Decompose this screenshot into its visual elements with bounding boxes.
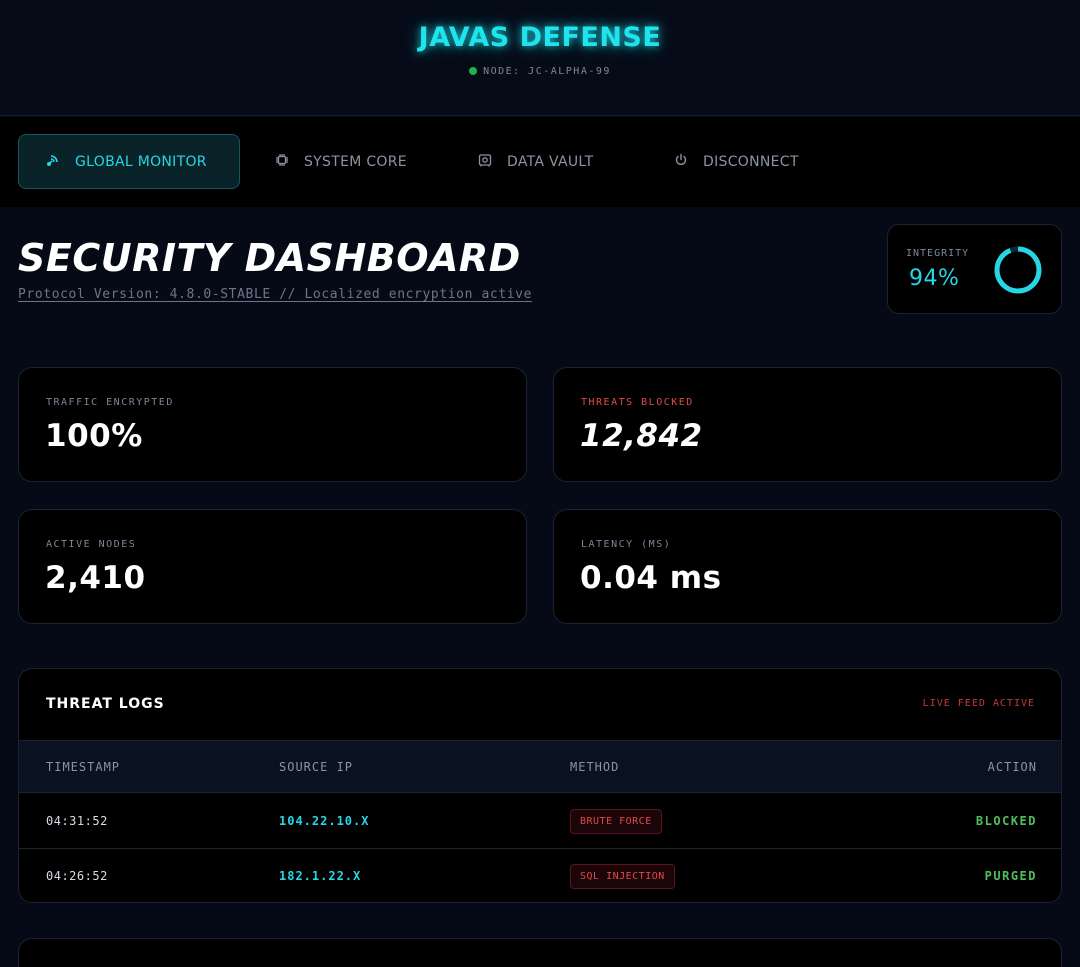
stat-card-traffic-encrypted: TRAFFIC ENCRYPTED 100%: [18, 367, 527, 482]
stat-card-threats-blocked: THREATS BLOCKED 12,842: [553, 367, 1062, 482]
nav-item-global-monitor[interactable]: GLOBAL MONITOR: [18, 134, 240, 189]
integrity-label: INTEGRITY: [906, 248, 970, 259]
next-panel: [18, 938, 1062, 967]
nav-label: DATA VAULT: [507, 153, 594, 170]
nav-label: GLOBAL MONITOR: [75, 153, 207, 170]
integrity-ring-progress: [994, 246, 1042, 294]
action-cell: PURGED: [984, 869, 1037, 883]
node-online-dot-icon: [469, 67, 478, 75]
timestamp-cell: 04:26:52: [46, 869, 108, 883]
page-title: SECURITY DASHBOARD: [18, 236, 521, 280]
method-badge: SQL INJECTION: [570, 864, 675, 889]
source-ip-cell: 104.22.10.X: [279, 814, 370, 828]
stat-card-active-nodes: ACTIVE NODES 2,410: [18, 509, 527, 624]
stat-value: 2,410: [45, 560, 146, 596]
app-header: JAVAS DEFENSE NODE: JC-ALPHA-99: [0, 0, 1080, 116]
stat-label: THREATS BLOCKED: [581, 397, 694, 408]
threat-logs-title: THREAT LOGS: [46, 696, 165, 712]
nav-label: SYSTEM CORE: [304, 153, 407, 170]
threat-logs-panel: THREAT LOGS LIVE FEED ACTIVE TIMESTAMP S…: [18, 668, 1062, 903]
method-badge: BRUTE FORCE: [570, 809, 662, 834]
node-status: NODE: JC-ALPHA-99: [0, 66, 1080, 77]
table-row[interactable]: 04:26:52 182.1.22.X SQL INJECTION PURGED: [19, 849, 1061, 902]
timestamp-cell: 04:31:52: [46, 814, 108, 828]
stat-label: ACTIVE NODES: [46, 539, 137, 550]
nav-item-system-core[interactable]: SYSTEM CORE: [248, 134, 434, 189]
source-ip-cell: 182.1.22.X: [279, 869, 362, 883]
stat-label: TRAFFIC ENCRYPTED: [46, 397, 174, 408]
power-icon: [674, 153, 688, 171]
integrity-value: 94%: [909, 266, 960, 291]
live-feed-status: LIVE FEED ACTIVE: [922, 698, 1035, 709]
satellite-icon: [46, 153, 60, 171]
stat-value: 100%: [45, 418, 143, 454]
vault-icon: [478, 153, 492, 171]
main-nav: GLOBAL MONITOR SYSTEM CORE DATA VAULT DI…: [0, 117, 1080, 207]
column-header-timestamp: TIMESTAMP: [46, 760, 121, 774]
nav-item-data-vault[interactable]: DATA VAULT: [451, 134, 620, 189]
column-header-method: METHOD: [570, 760, 620, 774]
table-row[interactable]: 04:31:52 104.22.10.X BRUTE FORCE BLOCKED: [19, 794, 1061, 849]
integrity-ring: [994, 246, 1042, 294]
chip-icon: [275, 153, 289, 171]
node-label: NODE: JC-ALPHA-99: [483, 66, 611, 77]
protocol-subtitle: Protocol Version: 4.8.0-STABLE // Locali…: [18, 287, 533, 302]
column-header-action: ACTION: [987, 760, 1037, 774]
stat-card-latency: LATENCY (MS) 0.04 ms: [553, 509, 1062, 624]
stat-value: 0.04 ms: [580, 560, 722, 596]
stat-label: LATENCY (MS): [581, 539, 672, 550]
nav-item-disconnect[interactable]: DISCONNECT: [647, 134, 826, 189]
stat-value: 12,842: [580, 418, 703, 454]
action-cell: BLOCKED: [975, 814, 1037, 828]
table-header: TIMESTAMP SOURCE IP METHOD ACTION: [19, 740, 1061, 793]
brand-logo-text: JAVAS DEFENSE: [418, 22, 662, 53]
column-header-source-ip: SOURCE IP: [279, 760, 354, 774]
integrity-widget: INTEGRITY 94%: [887, 224, 1062, 314]
nav-label: DISCONNECT: [703, 153, 799, 170]
